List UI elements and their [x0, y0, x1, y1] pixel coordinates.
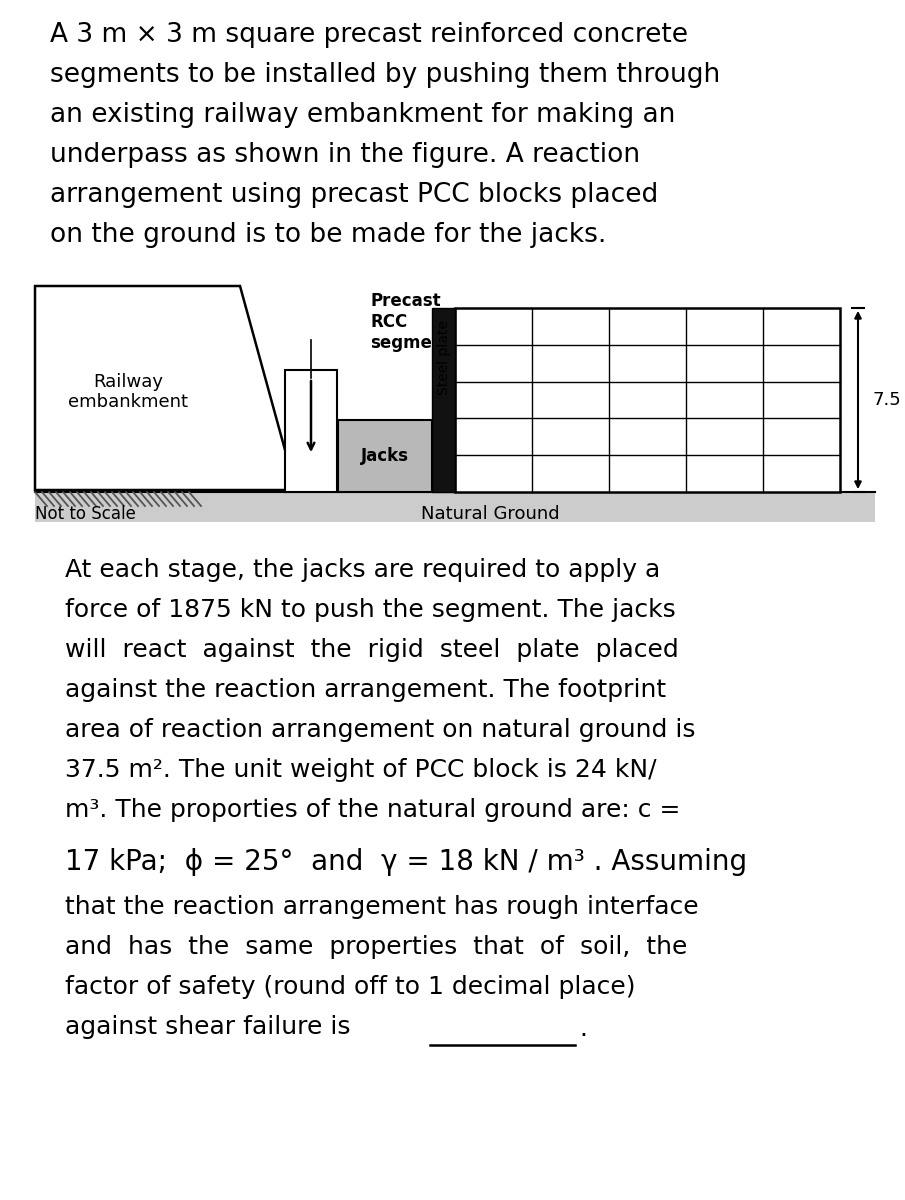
Text: against shear failure is: against shear failure is: [65, 1015, 350, 1039]
Bar: [432, 308, 455, 492]
Text: At each stage, the jacks are required to apply a: At each stage, the jacks are required to…: [65, 558, 661, 582]
Text: against the reaction arrangement. The footprint: against the reaction arrangement. The fo…: [65, 678, 666, 702]
Text: arrangement using precast PCC blocks placed: arrangement using precast PCC blocks pla…: [50, 182, 658, 208]
Text: will  react  against  the  rigid  steel  plate  placed: will react against the rigid steel plate…: [65, 638, 679, 662]
Text: A 3 m × 3 m square precast reinforced concrete: A 3 m × 3 m square precast reinforced co…: [50, 22, 688, 48]
Text: factor of safety (round off to 1 decimal place): factor of safety (round off to 1 decimal…: [65, 974, 635, 998]
Text: Railway
embankment: Railway embankment: [68, 372, 188, 412]
Text: area of reaction arrangement on natural ground is: area of reaction arrangement on natural …: [65, 718, 696, 742]
Text: force of 1875 kN to push the segment. The jacks: force of 1875 kN to push the segment. Th…: [65, 598, 676, 622]
Text: Jacks: Jacks: [361, 446, 409, 464]
Text: underpass as shown in the figure. A reaction: underpass as shown in the figure. A reac…: [50, 142, 640, 168]
Text: Steel plate: Steel plate: [436, 320, 451, 395]
Bar: [455, 308, 840, 492]
Text: on the ground is to be made for the jacks.: on the ground is to be made for the jack…: [50, 222, 606, 248]
Text: 17 kPa;  ϕ = 25°  and  γ = 18 kN / m³ . Assuming: 17 kPa; ϕ = 25° and γ = 18 kN / m³ . Ass…: [65, 848, 748, 876]
Text: segments to be installed by pushing them through: segments to be installed by pushing them…: [50, 62, 720, 88]
Bar: [338, 420, 432, 492]
Text: and  has  the  same  properties  that  of  soil,  the: and has the same properties that of soil…: [65, 935, 688, 959]
Bar: [285, 370, 337, 492]
Text: an existing railway embankment for making an: an existing railway embankment for makin…: [50, 102, 675, 128]
Text: that the reaction arrangement has rough interface: that the reaction arrangement has rough …: [65, 895, 699, 919]
Text: Not to Scale: Not to Scale: [35, 505, 136, 523]
Text: Precast
RCC
segment: Precast RCC segment: [370, 292, 452, 352]
Text: 7.5: 7.5: [872, 391, 900, 409]
Text: .: .: [579, 1018, 587, 1040]
Text: m³. The proporties of the natural ground are: c =: m³. The proporties of the natural ground…: [65, 798, 681, 822]
Polygon shape: [35, 286, 296, 490]
Bar: [35, 492, 875, 522]
Text: 37.5 m². The unit weight of PCC block is 24 kN/: 37.5 m². The unit weight of PCC block is…: [65, 758, 656, 782]
Text: Natural Ground: Natural Ground: [421, 505, 559, 523]
